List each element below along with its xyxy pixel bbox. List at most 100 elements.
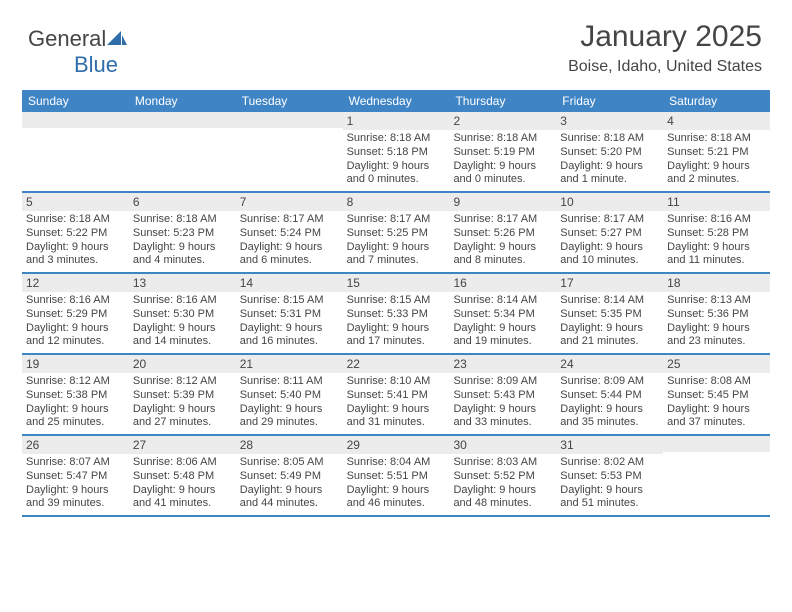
day-details: Sunrise: 8:10 AMSunset: 5:41 PMDaylight:… [343, 373, 450, 434]
day-cell: 16Sunrise: 8:14 AMSunset: 5:34 PMDayligh… [449, 274, 556, 353]
day-detail-line: Sunset: 5:18 PM [347, 146, 446, 160]
day-detail-line: Sunrise: 8:17 AM [560, 213, 659, 227]
day-detail-line: Sunrise: 8:05 AM [240, 456, 339, 470]
day-detail-line: Daylight: 9 hours [240, 322, 339, 336]
day-detail-line: Sunset: 5:38 PM [26, 389, 125, 403]
day-cell: 2Sunrise: 8:18 AMSunset: 5:19 PMDaylight… [449, 112, 556, 191]
day-detail-line: Daylight: 9 hours [453, 484, 552, 498]
day-detail-line: Sunrise: 8:17 AM [347, 213, 446, 227]
day-detail-line: Daylight: 9 hours [667, 403, 766, 417]
day-detail-line: Sunrise: 8:03 AM [453, 456, 552, 470]
day-detail-line: Sunrise: 8:15 AM [240, 294, 339, 308]
day-details: Sunrise: 8:06 AMSunset: 5:48 PMDaylight:… [129, 454, 236, 515]
day-details: Sunrise: 8:13 AMSunset: 5:36 PMDaylight:… [663, 292, 770, 353]
weekday-header: Sunday [22, 90, 129, 112]
day-cell: 7Sunrise: 8:17 AMSunset: 5:24 PMDaylight… [236, 193, 343, 272]
day-detail-line: and 17 minutes. [347, 335, 446, 349]
day-details: Sunrise: 8:08 AMSunset: 5:45 PMDaylight:… [663, 373, 770, 434]
day-number: 3 [556, 112, 663, 130]
day-detail-line: Daylight: 9 hours [667, 241, 766, 255]
day-cell: 22Sunrise: 8:10 AMSunset: 5:41 PMDayligh… [343, 355, 450, 434]
day-details: Sunrise: 8:12 AMSunset: 5:38 PMDaylight:… [22, 373, 129, 434]
day-details: Sunrise: 8:18 AMSunset: 5:18 PMDaylight:… [343, 130, 450, 191]
day-detail-line: and 37 minutes. [667, 416, 766, 430]
weekday-header: Wednesday [343, 90, 450, 112]
day-detail-line: Sunrise: 8:13 AM [667, 294, 766, 308]
day-detail-line: Sunrise: 8:18 AM [560, 132, 659, 146]
day-detail-line: Sunrise: 8:14 AM [453, 294, 552, 308]
day-detail-line: Sunset: 5:23 PM [133, 227, 232, 241]
day-details: Sunrise: 8:18 AMSunset: 5:19 PMDaylight:… [449, 130, 556, 191]
day-detail-line: and 6 minutes. [240, 254, 339, 268]
day-detail-line: Sunset: 5:43 PM [453, 389, 552, 403]
day-detail-line: Daylight: 9 hours [347, 403, 446, 417]
day-detail-line: Daylight: 9 hours [667, 160, 766, 174]
day-details: Sunrise: 8:07 AMSunset: 5:47 PMDaylight:… [22, 454, 129, 515]
day-detail-line: and 12 minutes. [26, 335, 125, 349]
day-detail-line: and 7 minutes. [347, 254, 446, 268]
day-detail-line: Sunrise: 8:08 AM [667, 375, 766, 389]
day-detail-line: Sunrise: 8:12 AM [26, 375, 125, 389]
day-details: Sunrise: 8:18 AMSunset: 5:23 PMDaylight:… [129, 211, 236, 272]
day-cell: 15Sunrise: 8:15 AMSunset: 5:33 PMDayligh… [343, 274, 450, 353]
day-detail-line: Sunset: 5:21 PM [667, 146, 766, 160]
day-cell [129, 112, 236, 191]
day-details [22, 128, 129, 188]
day-details: Sunrise: 8:09 AMSunset: 5:44 PMDaylight:… [556, 373, 663, 434]
day-number: 29 [343, 436, 450, 454]
day-detail-line: Daylight: 9 hours [133, 403, 232, 417]
day-cell [663, 436, 770, 515]
day-cell [236, 112, 343, 191]
day-details: Sunrise: 8:02 AMSunset: 5:53 PMDaylight:… [556, 454, 663, 515]
day-details [236, 128, 343, 188]
day-cell: 19Sunrise: 8:12 AMSunset: 5:38 PMDayligh… [22, 355, 129, 434]
day-detail-line: Daylight: 9 hours [560, 403, 659, 417]
day-details: Sunrise: 8:15 AMSunset: 5:31 PMDaylight:… [236, 292, 343, 353]
day-details: Sunrise: 8:16 AMSunset: 5:28 PMDaylight:… [663, 211, 770, 272]
day-detail-line: and 51 minutes. [560, 497, 659, 511]
day-detail-line: Sunset: 5:28 PM [667, 227, 766, 241]
weeks-container: 1Sunrise: 8:18 AMSunset: 5:18 PMDaylight… [22, 112, 770, 517]
day-number: 4 [663, 112, 770, 130]
weekday-header: Friday [556, 90, 663, 112]
day-number [236, 112, 343, 128]
day-detail-line: Sunset: 5:52 PM [453, 470, 552, 484]
week-row: 1Sunrise: 8:18 AMSunset: 5:18 PMDaylight… [22, 112, 770, 193]
day-detail-line: Sunrise: 8:16 AM [667, 213, 766, 227]
day-number: 27 [129, 436, 236, 454]
day-number: 24 [556, 355, 663, 373]
day-number: 28 [236, 436, 343, 454]
day-details: Sunrise: 8:03 AMSunset: 5:52 PMDaylight:… [449, 454, 556, 515]
day-detail-line: and 39 minutes. [26, 497, 125, 511]
day-detail-line: Daylight: 9 hours [133, 484, 232, 498]
day-number: 18 [663, 274, 770, 292]
day-detail-line: and 4 minutes. [133, 254, 232, 268]
day-detail-line: and 27 minutes. [133, 416, 232, 430]
day-detail-line: and 11 minutes. [667, 254, 766, 268]
day-detail-line: Daylight: 9 hours [133, 322, 232, 336]
day-number: 7 [236, 193, 343, 211]
day-number: 21 [236, 355, 343, 373]
day-detail-line: Daylight: 9 hours [453, 403, 552, 417]
day-detail-line: Sunrise: 8:18 AM [26, 213, 125, 227]
day-detail-line: Sunset: 5:24 PM [240, 227, 339, 241]
day-detail-line: and 10 minutes. [560, 254, 659, 268]
day-detail-line: and 0 minutes. [347, 173, 446, 187]
day-detail-line: Sunrise: 8:09 AM [560, 375, 659, 389]
day-number: 16 [449, 274, 556, 292]
day-detail-line: Sunrise: 8:14 AM [560, 294, 659, 308]
day-detail-line: Daylight: 9 hours [347, 322, 446, 336]
day-detail-line: and 44 minutes. [240, 497, 339, 511]
day-detail-line: Sunset: 5:45 PM [667, 389, 766, 403]
day-detail-line: Daylight: 9 hours [560, 160, 659, 174]
day-detail-line: and 0 minutes. [453, 173, 552, 187]
day-cell [22, 112, 129, 191]
day-detail-line: Daylight: 9 hours [26, 322, 125, 336]
day-details: Sunrise: 8:16 AMSunset: 5:29 PMDaylight:… [22, 292, 129, 353]
day-number: 22 [343, 355, 450, 373]
day-detail-line: Sunrise: 8:18 AM [453, 132, 552, 146]
day-detail-line: Sunset: 5:35 PM [560, 308, 659, 322]
day-detail-line: Sunset: 5:22 PM [26, 227, 125, 241]
day-cell: 20Sunrise: 8:12 AMSunset: 5:39 PMDayligh… [129, 355, 236, 434]
day-details: Sunrise: 8:17 AMSunset: 5:24 PMDaylight:… [236, 211, 343, 272]
